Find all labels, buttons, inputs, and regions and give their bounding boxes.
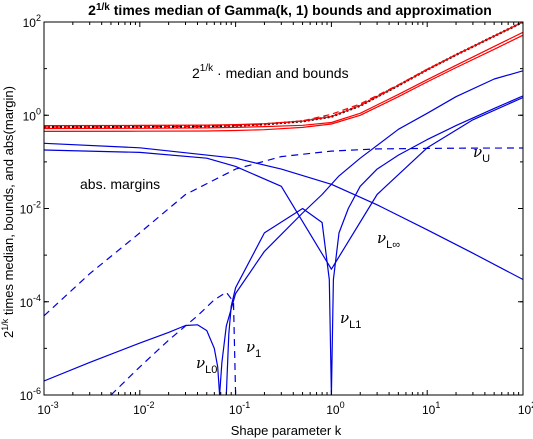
y-tick-label-1: 10-6	[20, 386, 41, 403]
series-line-4	[44, 34, 523, 132]
y-tick-label-2: 10-4	[20, 293, 41, 310]
median-bounds-annotation: 21/k · median and bounds	[192, 63, 349, 81]
x-tick-label-6: 102	[518, 400, 533, 417]
curves-group	[44, 22, 523, 395]
y-axis-label: 21/k times median, bounds, and abs(margi…	[0, 86, 16, 338]
nu-linf-label: νL∞	[377, 229, 400, 251]
abs-margins-annotation: abs. margins	[80, 176, 160, 192]
series-line-7	[44, 147, 523, 317]
series-line-3	[44, 31, 523, 130]
x-tick-label-1: 10-3	[37, 400, 58, 417]
x-tick-label-4: 100	[326, 400, 344, 417]
nu-u-label: νU	[473, 143, 490, 165]
series-line-8	[44, 96, 523, 270]
nu-1-label: ν1	[246, 338, 261, 360]
x-tick-label-2: 10-2	[133, 400, 154, 417]
series-line-12	[225, 95, 523, 395]
y-tick-label-3: 10-2	[20, 200, 41, 217]
x-tick-label-5: 101	[422, 400, 440, 417]
y-tick-label-4: 100	[23, 106, 41, 123]
series-line-2	[44, 22, 523, 127]
x-tick-label-3: 10-1	[229, 400, 250, 417]
plot-area: 10-3 10-2 10-1 100 101 102 10-6 10-4 10-2 100 102	[20, 13, 533, 417]
nu-l0-label: νL0	[196, 354, 217, 376]
y-tick-label-5: 102	[23, 13, 41, 30]
x-axis-label: Shape parameter k	[231, 423, 342, 438]
chart-title: 21/k times median of Gamma(k, 1) bounds …	[88, 2, 492, 18]
series-line-10	[219, 70, 523, 395]
series-line-5	[44, 22, 523, 128]
series-line-9	[44, 324, 221, 395]
nu-l1-label: νL1	[340, 309, 361, 331]
ticks-group: 10-3 10-2 10-1 100 101 102 10-6 10-4 10-2 100 102	[20, 13, 533, 417]
